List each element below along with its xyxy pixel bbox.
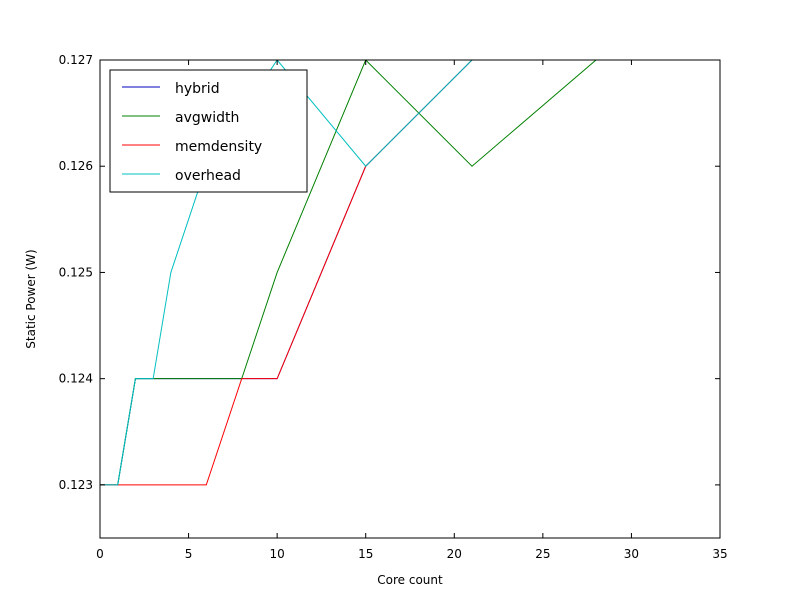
legend-label-memdensity: memdensity [175,139,262,155]
y-axis-label: Static Power (W) [24,249,38,348]
legend-label-overhead: overhead [175,168,241,184]
series-line-memdensity [100,60,720,486]
y-tick-label: 0.125 [59,265,93,279]
y-tick-label: 0.127 [59,53,93,67]
x-tick-label: 15 [358,547,373,561]
x-tick-label: 35 [712,547,727,561]
plot-frame [99,59,721,539]
x-tick-label: 30 [624,547,639,561]
y-tick-label: 0.124 [59,372,93,386]
y-tick-label: 0.126 [59,159,93,173]
x-tick-label: 5 [185,547,193,561]
ticks-layer: 0 5 10 15 20 25 30 35 0.123 0.124 0.125 0.126 0.127 [59,53,728,561]
y-tick-label: 0.123 [59,478,93,492]
legend-box [109,69,308,193]
series-layer [100,60,720,486]
x-tick-label: 20 [447,547,462,561]
x-tick-label: 25 [535,547,550,561]
x-tick-label: 0 [96,547,104,561]
x-tick-label: 10 [270,547,285,561]
series-line-overhead [100,60,720,486]
legend: hybrid avgwidth memdensity overhead [109,69,308,193]
legend-label-avgwidth: avgwidth [175,110,239,126]
x-axis-label: Core count [377,573,443,587]
legend-label-hybrid: hybrid [175,81,220,97]
